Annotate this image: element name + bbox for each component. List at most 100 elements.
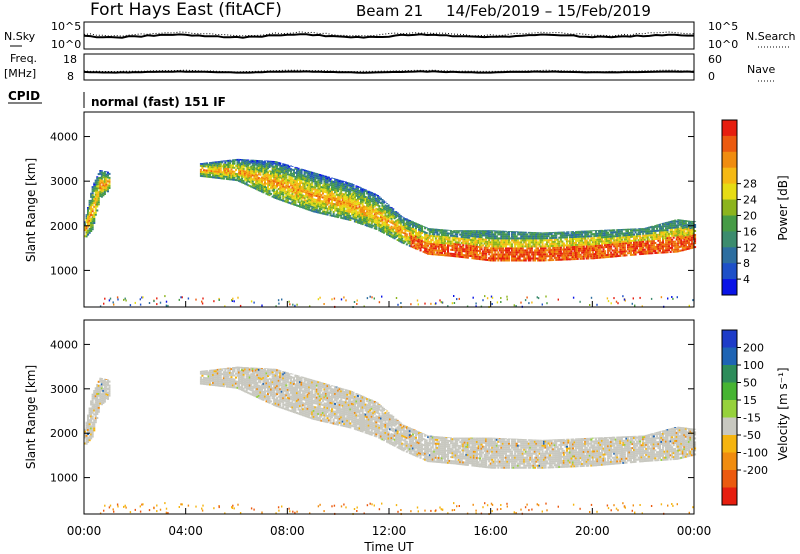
power-cell	[433, 245, 436, 248]
power-cell	[405, 239, 408, 242]
power-cell	[521, 243, 524, 246]
power-cell	[594, 257, 597, 259]
power-cell	[340, 190, 343, 193]
power-cell	[652, 228, 655, 230]
power-cell	[453, 231, 456, 233]
velocity-cell	[90, 401, 93, 404]
power-cell	[302, 206, 305, 209]
power-cell	[511, 259, 514, 262]
power-cell	[96, 197, 99, 200]
power-cell	[250, 165, 253, 168]
power-cell	[629, 251, 632, 254]
power-cell	[199, 163, 202, 165]
power-cell	[225, 173, 228, 176]
power-cell	[363, 199, 366, 202]
power-cell	[611, 249, 614, 252]
power-cell	[491, 247, 494, 250]
power-cell	[367, 205, 370, 208]
power-cell	[300, 190, 303, 192]
power-cell	[665, 229, 668, 232]
power-cell	[326, 177, 329, 180]
power-cell	[254, 163, 257, 166]
power-cell	[689, 235, 692, 238]
power-cell	[675, 220, 678, 223]
power-cell	[681, 219, 684, 221]
power-cell	[398, 225, 401, 228]
power-cell	[279, 174, 282, 177]
velocity-cell	[91, 407, 94, 410]
power-cell	[559, 252, 562, 255]
power-cell	[599, 240, 602, 243]
power-cell	[535, 235, 538, 238]
power-cell	[224, 175, 227, 178]
power-cell	[427, 250, 430, 253]
power-cell	[604, 246, 607, 249]
power-cell	[324, 199, 327, 202]
power-cell	[562, 236, 565, 239]
power-cell	[308, 192, 311, 195]
power-cell	[643, 230, 646, 233]
power-cell	[523, 239, 526, 242]
velocity-cell	[90, 419, 93, 422]
power-cell	[681, 241, 684, 244]
power-cell	[398, 235, 401, 238]
power-cell	[614, 255, 617, 258]
power-cell	[404, 236, 407, 239]
power-cell	[357, 195, 360, 198]
power-cell	[102, 176, 105, 179]
power-cell	[386, 207, 389, 210]
power-cell	[662, 225, 665, 228]
power-cell	[212, 168, 215, 171]
power-cell	[622, 252, 625, 255]
power-cell	[584, 239, 587, 242]
velocity-cell	[91, 415, 94, 418]
power-cell	[305, 191, 308, 194]
power-cell	[572, 232, 575, 234]
velocity-cell	[90, 417, 93, 420]
power-cell	[300, 206, 303, 209]
power-cell	[312, 194, 315, 197]
power-cell	[585, 251, 588, 254]
power-cell	[273, 172, 276, 175]
power-cell	[250, 177, 253, 180]
power-cell	[486, 251, 489, 253]
power-cell	[346, 182, 349, 185]
power-cell	[460, 241, 463, 244]
power-cell	[654, 250, 657, 252]
power-speckle	[536, 296, 538, 299]
power-cell	[259, 165, 262, 168]
power-cell	[292, 201, 295, 204]
velocity-cell	[88, 407, 91, 410]
power-cell	[337, 198, 340, 200]
power-cell	[690, 244, 693, 247]
power-cell	[588, 235, 591, 238]
power-cell	[398, 227, 401, 230]
power-cell	[323, 210, 326, 213]
power-cell	[308, 184, 311, 187]
power-cell	[357, 221, 360, 224]
power-cell	[318, 207, 321, 210]
power-cell	[671, 248, 674, 251]
power-cell	[584, 231, 587, 234]
power-cell	[690, 232, 693, 235]
power-cell	[460, 233, 463, 236]
power-cell	[219, 161, 222, 164]
power-cell	[450, 244, 453, 247]
power-cell	[241, 163, 244, 166]
power-cell	[329, 180, 332, 183]
power-cell	[85, 219, 88, 222]
power-cell	[277, 163, 280, 166]
power-cell	[440, 243, 443, 246]
velocity-cell	[93, 403, 96, 406]
power-cell	[687, 221, 690, 224]
power-cell	[524, 259, 527, 262]
power-cell	[453, 249, 456, 252]
power-cell	[443, 238, 446, 241]
power-cell	[85, 235, 88, 238]
power-cell	[651, 226, 654, 229]
power-cell	[445, 246, 448, 249]
power-cell	[387, 226, 390, 229]
power-cell	[570, 236, 573, 239]
power-cell	[248, 178, 251, 181]
